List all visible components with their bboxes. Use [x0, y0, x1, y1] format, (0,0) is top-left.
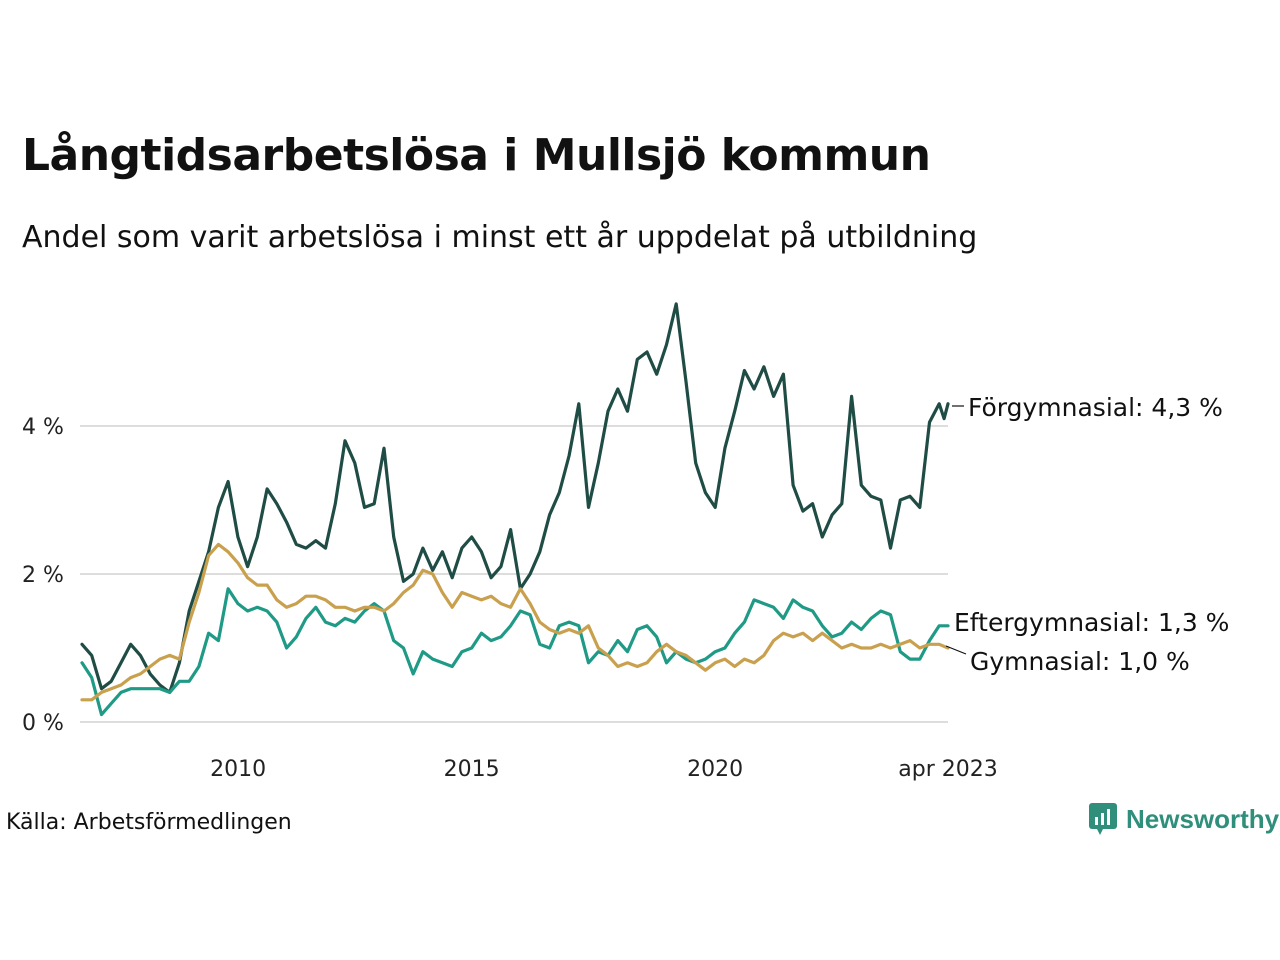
grid-lines	[80, 425, 948, 723]
y-tick-label: 2 %	[22, 563, 64, 588]
x-tick-label: 2020	[687, 757, 743, 782]
series-label-eftergymnasial: Eftergymnasial: 1,3 %	[954, 608, 1229, 637]
source-note: Källa: Arbetsförmedlingen	[6, 810, 292, 835]
x-axis-ticks: 2010 2015 2020 apr 2023	[210, 757, 998, 782]
x-tick-label: 2015	[444, 757, 500, 782]
chart-title: Långtidsarbetslösa i Mullsjö kommun	[22, 130, 931, 181]
brand-name: Newsworthy	[1126, 803, 1280, 834]
series-label-förgymnasial: Förgymnasial: 4,3 %	[968, 393, 1223, 422]
y-axis-ticks: 0 % 2 % 4 %	[22, 415, 64, 736]
newsworthy-logo-icon	[1089, 803, 1117, 835]
x-tick-label: apr 2023	[898, 757, 997, 782]
series-lines	[80, 302, 950, 717]
y-tick-label: 4 %	[22, 415, 64, 440]
series-label-gymnasial: Gymnasial: 1,0 %	[970, 647, 1190, 676]
label-leader-line	[945, 645, 967, 655]
series-line-eftergymnasial	[80, 587, 950, 717]
series-line-gymnasial	[80, 542, 950, 702]
x-tick-label: 2010	[210, 757, 266, 782]
y-tick-label: 0 %	[22, 711, 64, 736]
brand-logo: Newsworthy	[1088, 802, 1279, 836]
chart-subtitle: Andel som varit arbetslösa i minst ett å…	[22, 220, 978, 255]
series-labels: Förgymnasial: 4,3 % Eftergymnasial: 1,3 %…	[945, 393, 1229, 676]
